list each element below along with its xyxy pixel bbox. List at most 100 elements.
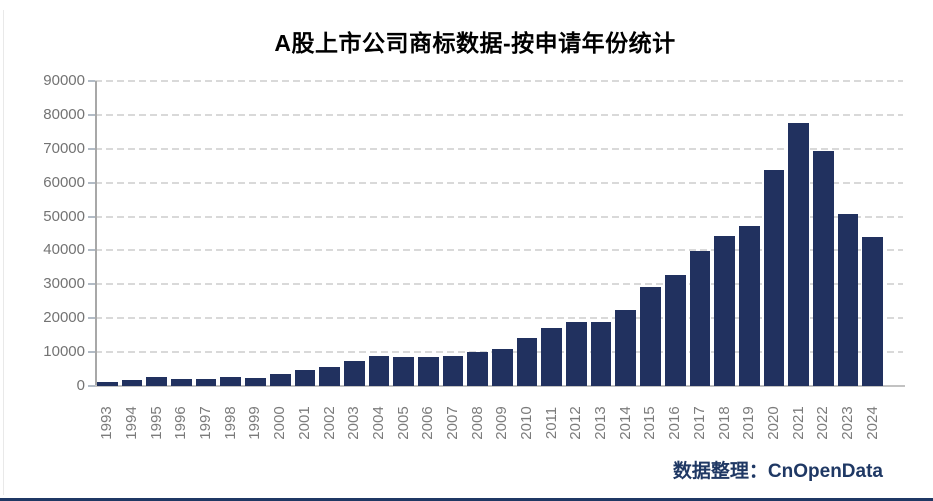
x-axis-tick-label: 1996 (172, 406, 190, 440)
x-axis-tick-label: 2015 (641, 406, 659, 440)
bar-2005 (393, 357, 414, 386)
bar-2006 (417, 356, 439, 386)
y-axis-line (95, 81, 97, 386)
bar-2004 (368, 356, 390, 386)
x-axis-tick-label: 2012 (567, 406, 585, 440)
y-axis-tick-label: 30000 (43, 275, 85, 293)
bar-1995 (146, 377, 168, 386)
bar-2019 (738, 226, 760, 386)
x-axis-tick-label: 2024 (863, 406, 881, 440)
gridline (95, 317, 903, 320)
y-axis-tick (88, 181, 95, 184)
y-axis-tick (88, 147, 95, 150)
x-axis-tick-label: 2008 (468, 406, 486, 440)
bar-2008 (467, 351, 488, 386)
x-axis-tick-label: 2007 (443, 406, 461, 440)
y-axis-tick-label: 50000 (43, 207, 85, 225)
left-border-line (3, 10, 4, 495)
x-axis-tick-label: 2006 (419, 406, 437, 440)
gridline (95, 283, 903, 286)
y-axis-tick-label: 0 (76, 377, 85, 394)
bar-2022 (812, 151, 834, 386)
x-axis-line (95, 385, 905, 387)
y-axis-tick (88, 215, 95, 218)
bar-1999 (245, 377, 266, 386)
x-axis-tick-label: 2000 (271, 406, 289, 440)
bar-2000 (269, 373, 291, 386)
x-axis-tick-label: 2017 (690, 406, 708, 440)
y-axis-tick-label: 80000 (43, 105, 85, 123)
bar-2020 (763, 170, 785, 386)
chart-title: A股上市公司商标数据-按申请年份统计 (274, 30, 676, 56)
bar-2015 (640, 287, 661, 386)
bar-2013 (590, 321, 612, 386)
y-axis-tick-label: 20000 (43, 309, 85, 327)
y-axis-tick-label: 40000 (43, 241, 85, 259)
x-axis-tick-label: 2013 (592, 406, 610, 440)
x-axis-labels: 1993 1994 1995 1996 1997 1998 1999 2000 2001 2002… (95, 386, 885, 446)
x-axis-tick-label: 2001 (295, 406, 313, 440)
bar-2007 (442, 355, 464, 386)
bar-1996 (171, 378, 192, 386)
y-axis-tick (88, 249, 95, 252)
gridline (95, 147, 903, 150)
y-axis-tick-label: 10000 (43, 343, 85, 361)
x-axis-tick-label: 1993 (98, 406, 116, 440)
data-source-credit: 数据整理：CnOpenData (672, 461, 883, 482)
y-axis-tick (88, 80, 95, 82)
x-axis-tick-label: 2018 (715, 406, 733, 440)
y-axis-tick-label: 90000 (43, 72, 85, 89)
x-axis-tick-label: 1997 (197, 406, 215, 440)
bar-2014 (615, 310, 637, 386)
bar-2024 (862, 236, 883, 386)
gridline (95, 113, 903, 116)
bar-2010 (516, 337, 538, 386)
x-axis-tick-label: 2022 (814, 406, 832, 440)
bar-2017 (689, 251, 711, 386)
bar-1994 (121, 379, 143, 386)
y-axis-tick (88, 317, 95, 320)
x-axis-tick-label: 2003 (345, 406, 363, 440)
y-axis-tick-label: 60000 (43, 173, 85, 191)
bar-1997 (195, 379, 217, 386)
bar-2011 (541, 327, 563, 386)
x-axis-tick-label: 1998 (221, 406, 239, 440)
y-axis-tick (88, 351, 95, 354)
x-axis-tick-label: 1995 (147, 406, 165, 440)
bar-1993 (97, 382, 118, 386)
bar-2016 (664, 274, 686, 386)
y-axis-tick (88, 283, 95, 286)
x-axis-tick-label: 2020 (764, 406, 782, 440)
x-axis-tick-label: 2011 (542, 406, 560, 440)
bar-2012 (566, 321, 587, 386)
bottom-accent-rule (0, 498, 933, 501)
bar-2009 (492, 349, 513, 386)
bar-2001 (294, 369, 316, 386)
bar-2003 (343, 360, 365, 386)
bar-1998 (220, 376, 242, 386)
bar-2018 (714, 235, 735, 386)
bars-container (95, 81, 885, 386)
x-axis-tick-label: 2016 (666, 406, 684, 440)
bar-2023 (837, 213, 859, 386)
x-axis-tick-label: 2021 (789, 406, 807, 440)
y-axis-tick (88, 113, 95, 116)
x-axis-tick-label: 1999 (246, 406, 264, 440)
x-axis-tick-label: 2010 (518, 406, 536, 440)
gridline (95, 215, 903, 218)
y-axis-tick-label: 70000 (43, 139, 85, 157)
y-axis-tick (88, 385, 95, 387)
x-axis-tick-label: 2005 (394, 406, 412, 440)
bar-2021 (788, 123, 809, 386)
bar-2002 (319, 367, 340, 386)
gridline (95, 80, 903, 82)
gridline (95, 181, 903, 184)
x-axis-tick-label: 2002 (320, 406, 338, 440)
x-axis-tick-label: 2019 (740, 406, 758, 440)
x-axis-tick-label: 2004 (369, 406, 387, 440)
x-axis-tick-label: 2014 (616, 406, 634, 440)
x-axis-tick-label: 2023 (838, 406, 856, 440)
x-axis-tick-label: 2009 (493, 406, 511, 440)
